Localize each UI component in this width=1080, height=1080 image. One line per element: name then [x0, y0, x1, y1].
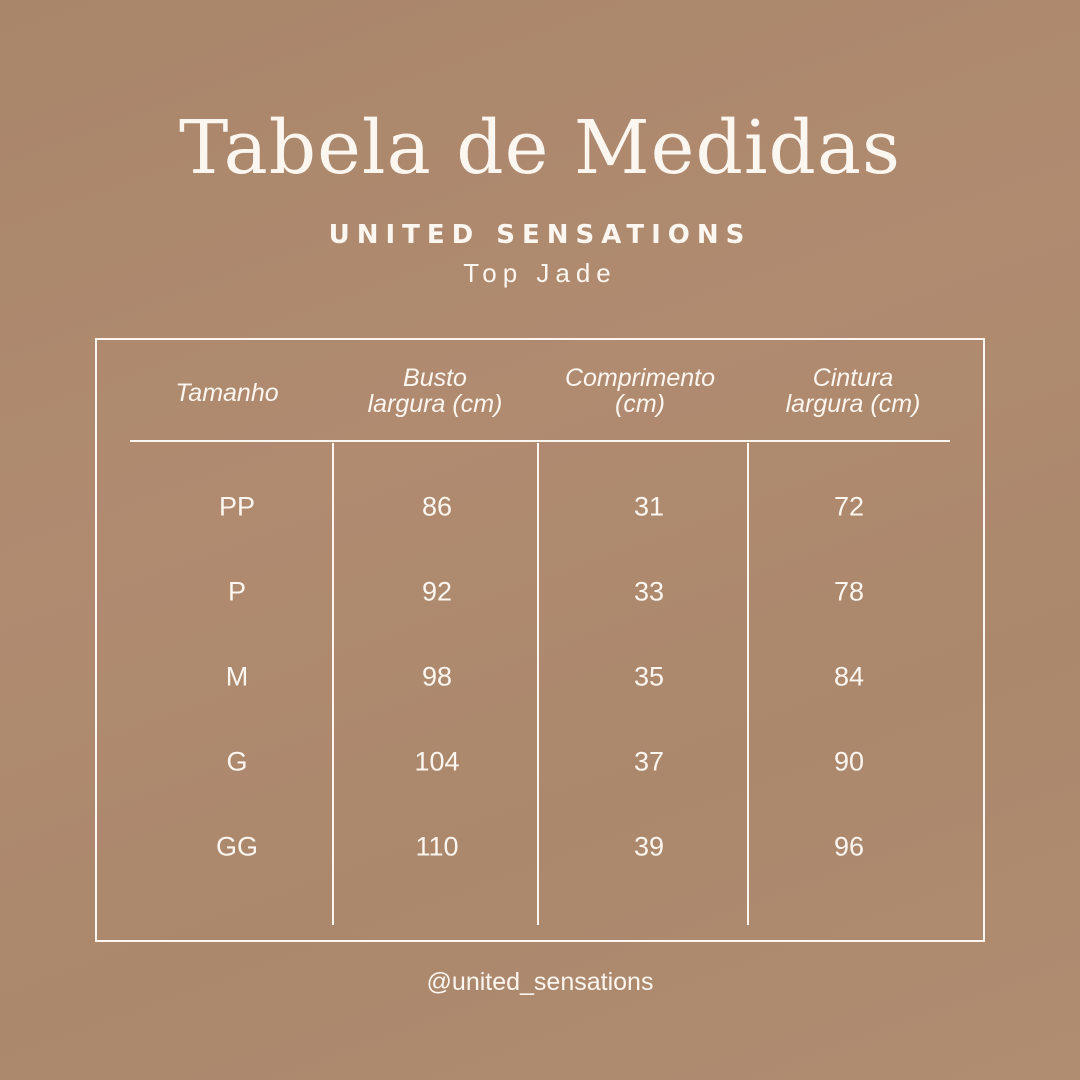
measurement-cell: 92 — [421, 576, 453, 607]
measurement-cell: 104 — [414, 746, 460, 777]
measurement-cell: 37 — [633, 746, 665, 777]
column-divider — [332, 443, 334, 925]
column-header: Busto largura (cm) — [325, 365, 545, 417]
column-header: Comprimento (cm) — [530, 365, 750, 417]
column-header: Tamanho — [117, 380, 337, 406]
measurement-cell: 84 — [833, 661, 865, 692]
column-header-line: largura (cm) — [785, 390, 921, 418]
measurement-cell: 96 — [833, 831, 865, 862]
column-divider — [537, 443, 539, 925]
measurement-cell: 110 — [415, 831, 459, 862]
page-title: Tabela de Medidas — [179, 105, 901, 191]
brand-name: UNITED SENSATIONS — [328, 220, 752, 250]
measurement-cell: 98 — [421, 661, 453, 692]
column-header: Cintura largura (cm) — [743, 365, 963, 417]
column-header-line: Tamanho — [175, 379, 279, 407]
measurement-cell: 33 — [633, 576, 665, 607]
size-label: M — [225, 661, 249, 692]
size-label: GG — [215, 831, 258, 862]
size-label: PP — [218, 491, 256, 522]
measurement-cell: 72 — [833, 491, 865, 522]
column-header-line: Busto — [403, 364, 467, 392]
column-divider — [747, 443, 749, 925]
column-header-line: Comprimento — [564, 364, 716, 392]
measurement-cell: 39 — [633, 831, 665, 862]
measurement-cell: 35 — [633, 661, 665, 692]
header-divider — [130, 440, 950, 442]
measurement-cell: 90 — [833, 746, 865, 777]
measurement-cell: 78 — [833, 576, 865, 607]
column-header-line: (cm) — [615, 390, 665, 418]
social-handle: @united_sensations — [426, 968, 654, 996]
column-header-line: Cintura — [812, 364, 894, 392]
size-label: P — [227, 576, 246, 607]
product-name: Top Jade — [463, 258, 617, 288]
size-label: G — [226, 746, 248, 777]
size-table-frame — [95, 338, 985, 942]
measurement-cell: 31 — [633, 491, 665, 522]
measurement-cell: 86 — [421, 491, 453, 522]
column-header-line: largura (cm) — [367, 390, 503, 418]
